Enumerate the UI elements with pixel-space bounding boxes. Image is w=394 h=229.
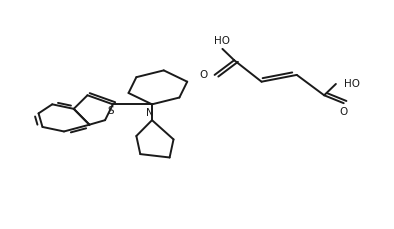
Text: O: O: [199, 70, 208, 80]
Text: S: S: [107, 106, 113, 116]
Text: HO: HO: [214, 35, 230, 46]
Text: N: N: [146, 108, 154, 118]
Text: O: O: [340, 107, 348, 117]
Text: HO: HO: [344, 79, 360, 89]
